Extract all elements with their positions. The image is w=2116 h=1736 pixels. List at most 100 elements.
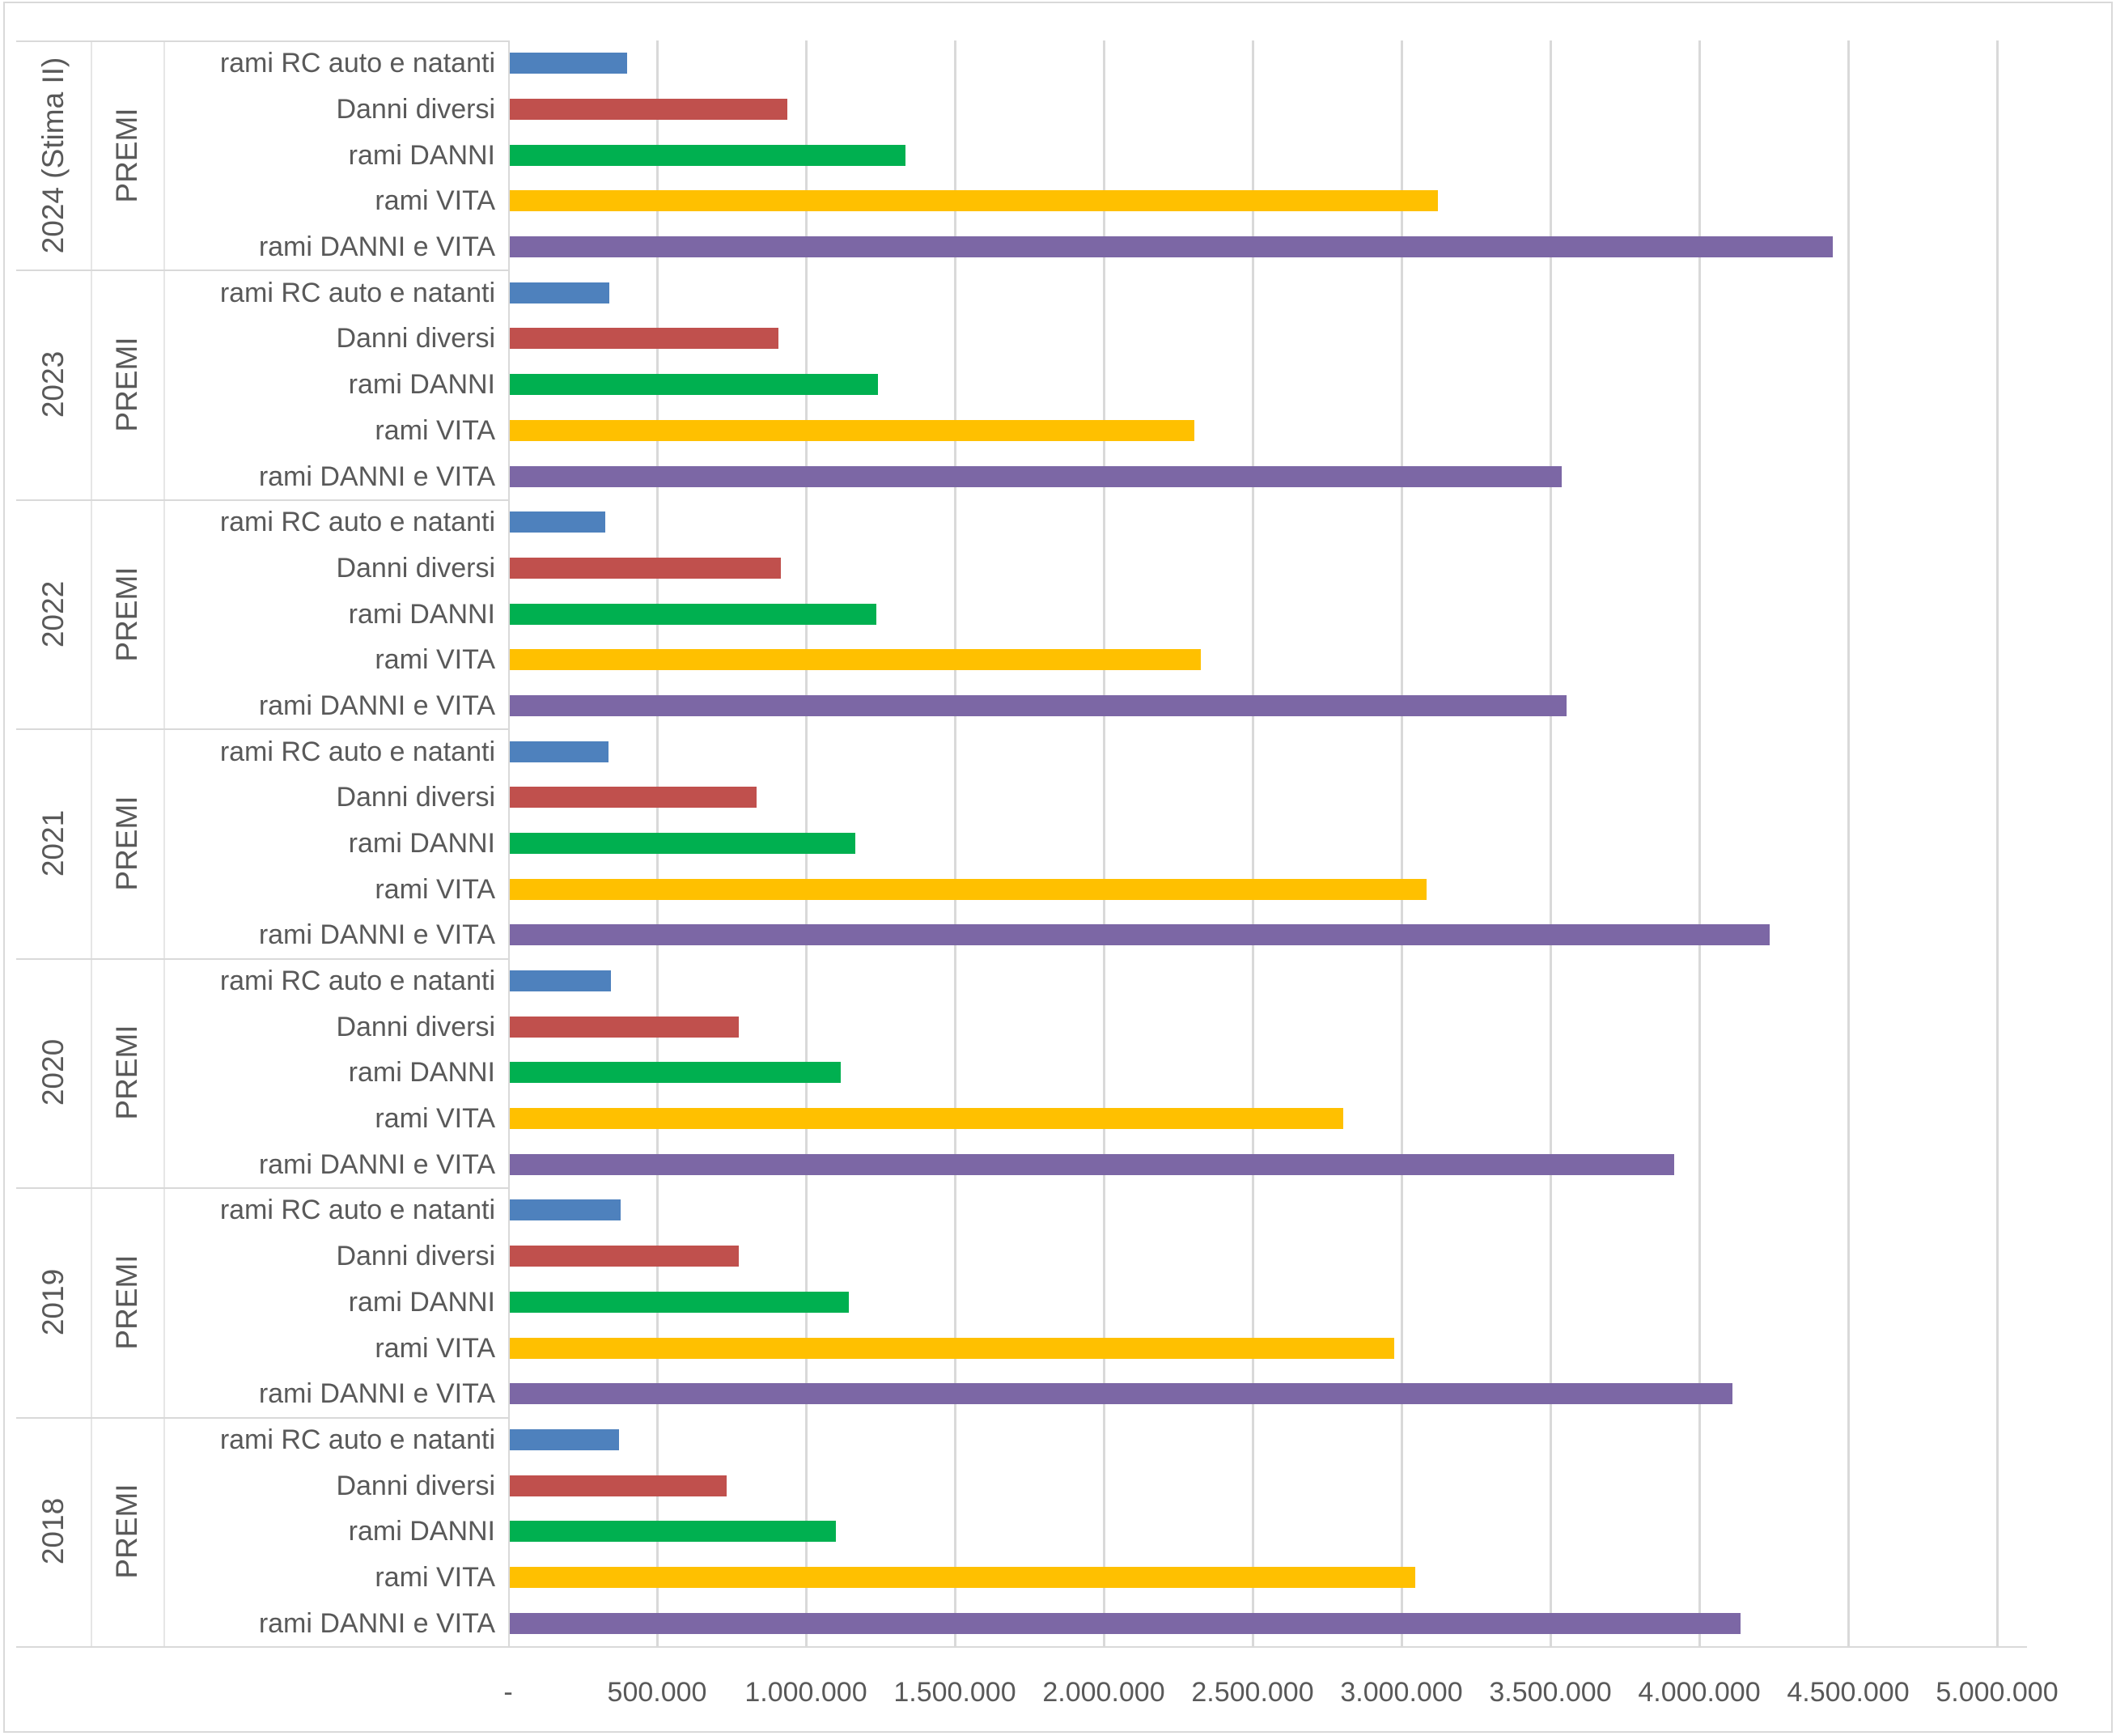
bar [510, 466, 1562, 487]
bar [510, 1383, 1732, 1404]
category-label: Danni diversi [336, 1241, 495, 1271]
category-label: rami RC auto e natanti [219, 278, 495, 308]
category-label: rami DANNI e VITA [258, 461, 495, 492]
axis-tick-label: 500.000 [607, 1677, 707, 1708]
bar [510, 190, 1438, 211]
bar [510, 1108, 1343, 1129]
category-label: rami DANNI [348, 1287, 495, 1318]
bar [510, 970, 611, 991]
bar [510, 236, 1833, 257]
axis-tick-label: 1.500.000 [893, 1677, 1016, 1708]
bar [510, 1017, 739, 1038]
bar [510, 924, 1770, 945]
bar [510, 1062, 841, 1083]
bar [510, 282, 609, 303]
panel-column-separator [91, 40, 92, 1646]
bar [510, 1199, 621, 1220]
category-label: rami DANNI e VITA [258, 1149, 495, 1180]
gridline [1401, 40, 1403, 1646]
bar [510, 1567, 1415, 1588]
category-label: rami DANNI e VITA [258, 1608, 495, 1639]
category-label: rami RC auto e natanti [219, 966, 495, 996]
bar [510, 420, 1194, 441]
category-label: Danni diversi [336, 553, 495, 584]
axis-tick-label: 1.000.000 [744, 1677, 867, 1708]
bar [510, 374, 878, 395]
group-separator [16, 1417, 508, 1419]
group-separator [16, 1187, 508, 1189]
gridline [1103, 40, 1105, 1646]
category-label: rami VITA [375, 644, 495, 675]
bar [510, 558, 781, 579]
category-label: rami RC auto e natanti [219, 1195, 495, 1225]
bar [510, 1246, 739, 1267]
category-label: rami VITA [375, 1333, 495, 1364]
category-label: rami VITA [375, 874, 495, 905]
bar [510, 99, 787, 120]
gridline [1996, 40, 1999, 1646]
bar [510, 833, 855, 854]
axis-tick-label: 3.500.000 [1489, 1677, 1612, 1708]
category-label: rami DANNI [348, 828, 495, 859]
axis-tick-label: 5.000.000 [1936, 1677, 2059, 1708]
bar [510, 1521, 836, 1542]
axis-tick-label: 3.000.000 [1340, 1677, 1463, 1708]
bar [510, 604, 876, 625]
category-label: rami DANNI e VITA [258, 231, 495, 262]
gridline [1252, 40, 1254, 1646]
gridline [1847, 40, 1850, 1646]
category-label: rami VITA [375, 415, 495, 446]
panel-column-separator [163, 40, 165, 1646]
bar [510, 879, 1427, 900]
category-label: rami DANNI [348, 369, 495, 400]
bar [510, 1613, 1741, 1634]
axis-tick-label: 2.000.000 [1042, 1677, 1165, 1708]
group-separator [16, 499, 508, 501]
axis-tick-label: 4.000.000 [1638, 1677, 1761, 1708]
bar [510, 695, 1567, 716]
bar [510, 511, 605, 533]
group-separator [16, 270, 508, 271]
category-label: rami VITA [375, 185, 495, 216]
category-label: Danni diversi [336, 782, 495, 813]
bar [510, 1292, 849, 1313]
category-label: rami RC auto e natanti [219, 1424, 495, 1455]
bar [510, 787, 757, 808]
bar [510, 53, 627, 74]
bar [510, 1475, 727, 1496]
value-axis-line [508, 40, 510, 1646]
category-label: Danni diversi [336, 1012, 495, 1042]
category-label: rami DANNI e VITA [258, 919, 495, 950]
category-label: rami DANNI e VITA [258, 690, 495, 721]
category-label: rami RC auto e natanti [219, 736, 495, 767]
axis-tick-label: 4.500.000 [1787, 1677, 1910, 1708]
category-label: Danni diversi [336, 323, 495, 354]
category-label: rami DANNI [348, 1516, 495, 1547]
category-label: rami RC auto e natanti [219, 507, 495, 537]
category-label: Danni diversi [336, 94, 495, 125]
gridline [1550, 40, 1552, 1646]
group-separator [16, 40, 508, 42]
bar [510, 1429, 619, 1450]
category-label: rami DANNI [348, 1057, 495, 1088]
category-axis-line [16, 1646, 2027, 1648]
category-label: rami DANNI e VITA [258, 1378, 495, 1409]
bar [510, 741, 609, 762]
axis-tick-label: - [503, 1677, 513, 1708]
category-label: rami VITA [375, 1103, 495, 1134]
category-label: rami DANNI [348, 599, 495, 630]
bar [510, 1154, 1674, 1175]
group-separator [16, 728, 508, 730]
category-label: Danni diversi [336, 1471, 495, 1501]
bar [510, 328, 778, 349]
gridline [1698, 40, 1701, 1646]
gridline [954, 40, 956, 1646]
category-label: rami VITA [375, 1562, 495, 1593]
bar [510, 1338, 1394, 1359]
group-separator [16, 958, 508, 960]
bar [510, 145, 905, 166]
bar [510, 649, 1201, 670]
axis-tick-label: 2.500.000 [1191, 1677, 1314, 1708]
category-label: rami DANNI [348, 140, 495, 171]
